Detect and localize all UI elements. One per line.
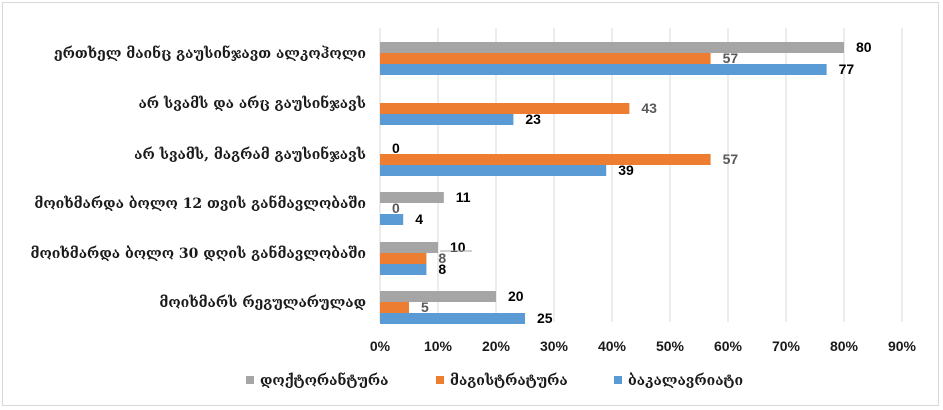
x-tick-5: 50%	[656, 338, 685, 354]
category-label-0: ერთხელ მაინც გაუსინჯავთ ალკოჰოლი	[54, 45, 366, 62]
category-label-3: მოიხმარდა ბოლო 12 თვის განმავლობაში	[34, 195, 366, 212]
bar-2-2	[380, 165, 606, 176]
x-tick-3: 30%	[540, 338, 569, 354]
bar-2-5	[380, 313, 525, 324]
value-label-1-2: 57	[723, 151, 739, 167]
x-tick-0: 0%	[370, 338, 391, 354]
value-label-1-3: 0	[392, 200, 400, 216]
legend: დოქტორანტურა მაგისტრატურა ბაკალავრიატი	[246, 372, 743, 389]
value-label-0-5: 20	[508, 288, 524, 304]
x-tick-1: 10%	[424, 338, 453, 354]
bar-1-5	[380, 302, 409, 313]
value-label-0-0: 80	[856, 39, 872, 55]
category-labels: ერთხელ მაინც გაუსინჯავთ ალკოჰოლი არ სვამს…	[31, 45, 366, 311]
value-label-1-5: 5	[421, 299, 429, 315]
category-label-2: არ სვამს, მაგრამ გაუსინჯავს	[134, 146, 366, 163]
bar-2-0	[380, 64, 827, 75]
x-tick-2: 20%	[482, 338, 511, 354]
legend-swatch-2	[614, 376, 622, 384]
legend-swatch-1	[436, 376, 444, 384]
category-label-5: მოიხმარს რეგულარულად	[159, 295, 366, 311]
x-tick-4: 40%	[598, 338, 627, 354]
value-label-2-1: 23	[525, 111, 541, 127]
x-tick-6: 60%	[714, 338, 743, 354]
bar-1-1	[380, 103, 629, 114]
legend-label-2: ბაკალავრიატი	[628, 373, 743, 389]
value-label-2-2: 39	[618, 162, 634, 178]
category-label-4: მოიხმარდა ბოლო 30 დღის განმავლობაში	[31, 245, 366, 262]
value-label-2-3: 4	[415, 211, 423, 227]
bar-1-4	[380, 253, 426, 264]
value-label-2-4: 8	[438, 261, 446, 277]
x-axis-ticks: 0% 10% 20% 30% 40% 50% 60% 70% 80% 90%	[370, 338, 917, 354]
bar-2-4	[380, 264, 426, 275]
x-tick-9: 90%	[888, 338, 917, 354]
bar-0-0	[380, 42, 844, 53]
value-label-0-4: 10	[450, 239, 466, 255]
bar-0-3	[380, 192, 444, 203]
value-label-2-5: 25	[537, 310, 553, 326]
value-label-0-2: 0	[392, 140, 400, 156]
value-label-1-1: 43	[641, 100, 657, 116]
bar-0-5	[380, 291, 496, 302]
bar-1-2	[380, 154, 711, 165]
bar-1-0	[380, 53, 711, 64]
value-label-1-0: 57	[723, 50, 739, 66]
value-label-2-0: 77	[839, 61, 855, 77]
legend-label-0: დოქტორანტურა	[260, 372, 389, 389]
x-tick-8: 80%	[830, 338, 859, 354]
bar-0-4	[380, 242, 438, 253]
bar-2-1	[380, 114, 513, 125]
category-label-1: არ სვამს და არც გაუსინჯავს	[138, 95, 366, 112]
legend-label-1: მაგისტრატურა	[450, 373, 568, 389]
x-tick-7: 70%	[772, 338, 801, 354]
value-label-0-3: 11	[456, 189, 471, 205]
legend-swatch-0	[246, 376, 254, 384]
